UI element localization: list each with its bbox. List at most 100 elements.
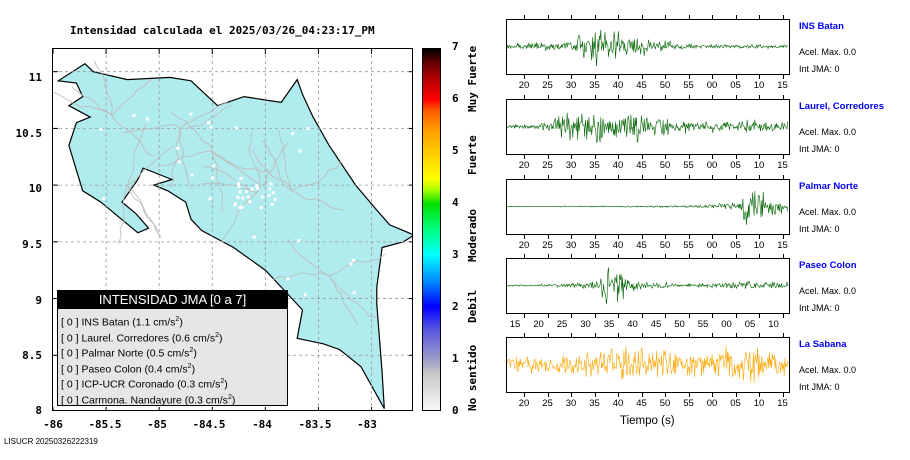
waveform-tick-label: 45: [636, 80, 647, 91]
waveform-svg: [507, 191, 788, 225]
waveform-tick: [571, 175, 572, 179]
road: [278, 130, 293, 191]
waveform-tick: [571, 235, 572, 239]
waveform-tick: [524, 15, 525, 19]
legend-accel: (1.1 cm/s: [132, 316, 176, 329]
x-tick-label: -84.5: [192, 418, 226, 431]
waveform-tick-label: 25: [556, 319, 568, 330]
station-int-jma: Int JMA: 0: [799, 382, 840, 392]
station-marker: [189, 112, 193, 116]
x-tick-label: -85.5: [88, 418, 122, 431]
waveform-tick-label: 30: [565, 398, 577, 409]
waveform-tick: [594, 95, 596, 99]
station-marker: [190, 173, 194, 177]
colorbar-label-muy-fuerte: Muy Fuerte: [466, 45, 479, 112]
legend-accel-close: ): [179, 316, 183, 329]
station-marker: [146, 188, 150, 192]
station-marker: [252, 235, 256, 239]
waveform-tick: [594, 75, 596, 79]
waveform-tick: [759, 254, 760, 258]
waveform-tick: [618, 235, 619, 239]
waveform-tick: [712, 155, 713, 159]
waveform-tick: [594, 254, 596, 258]
map-title: Intensidad calculada el 2025/03/26_04:23…: [70, 24, 375, 37]
waveform-tick-label: 15: [777, 398, 788, 409]
road: [261, 139, 293, 192]
waveform-tick: [688, 314, 690, 318]
station-name: Paseo Colon: [799, 260, 857, 271]
waveform-tick: [665, 254, 666, 258]
waveform-tick-label: 40: [612, 398, 624, 409]
waveform-tick: [665, 15, 666, 19]
waveform-tick-label: 35: [603, 319, 615, 330]
waveform-tick: [735, 333, 737, 337]
waveform-plot: [506, 19, 790, 75]
station-marker: [206, 121, 210, 125]
waveform-tick: [641, 333, 643, 337]
waveform-tick: [712, 393, 713, 397]
road: [111, 78, 153, 116]
station-marker: [303, 293, 307, 297]
waveform-tick: [547, 175, 549, 179]
waveform-tick: [571, 95, 572, 99]
waveform-tick-label: 10: [753, 160, 765, 171]
waveform-tick-label: 15: [509, 319, 521, 330]
waveform-tick: [665, 235, 666, 239]
waveform-tick: [688, 155, 690, 159]
waveform-tick: [782, 95, 784, 99]
waveform-tick: [594, 155, 596, 159]
colorbar-tick-label: 1: [452, 352, 459, 365]
intensity-colorbar: [422, 48, 441, 411]
waveform-tick: [618, 393, 619, 397]
waveform-tick: [735, 75, 737, 79]
station-int-jma: Int JMA: 0: [799, 224, 840, 234]
station-marker: [241, 196, 245, 200]
waveform-tick: [547, 333, 549, 337]
waveform-tick-label: 30: [565, 80, 577, 91]
station-marker: [176, 146, 180, 150]
station-marker: [212, 164, 216, 168]
station-marker: [165, 202, 169, 206]
waveform-tick-label: 55: [683, 240, 694, 251]
legend-entry: [ 0 ] ICP-UCR Coronado (0.3 cm/s2): [58, 374, 287, 391]
waveform-tick: [688, 333, 690, 337]
legend-accel-close: ): [231, 394, 236, 406]
station-marker: [237, 181, 241, 185]
station-marker: [177, 160, 181, 164]
station-marker: [286, 277, 290, 281]
y-tick-label: 8: [35, 404, 42, 417]
station-marker: [138, 268, 142, 272]
road: [273, 272, 330, 280]
waveform-tick-label: 05: [744, 319, 756, 330]
legend-intensity: [ 0 ]: [61, 347, 79, 360]
waveform-tick: [712, 314, 713, 318]
waveform-tick-label: 25: [542, 240, 553, 251]
station-acel-max: Acel. Max. 0.0: [799, 286, 857, 296]
waveform-tick-label: 30: [565, 240, 577, 251]
waveform-tick: [759, 95, 760, 99]
waveform-tick: [712, 15, 713, 19]
station-marker: [267, 194, 271, 198]
station-marker: [297, 239, 301, 243]
station-name: La Sabana: [799, 339, 847, 350]
waveform-tick: [759, 175, 760, 179]
waveform-tick: [571, 155, 572, 159]
road: [71, 86, 112, 116]
waveform-tick: [688, 393, 690, 397]
road: [123, 124, 181, 134]
waveform-tick-label: 50: [674, 319, 685, 330]
legend-station: Laurel. Corredores: [81, 332, 169, 344]
road: [93, 60, 113, 115]
waveform-tick: [688, 75, 690, 79]
road: [212, 150, 269, 173]
station-marker: [271, 191, 275, 195]
waveform-tick-label: 20: [518, 160, 530, 171]
waveform-tick: [782, 333, 784, 337]
waveform-tick-label: 15: [777, 80, 788, 91]
station-marker: [245, 189, 249, 193]
waveform-tick-label: 10: [768, 319, 779, 330]
station-marker: [260, 195, 264, 199]
station-marker: [243, 277, 247, 281]
waveform-tick-label: 35: [589, 240, 600, 251]
road: [286, 237, 330, 277]
